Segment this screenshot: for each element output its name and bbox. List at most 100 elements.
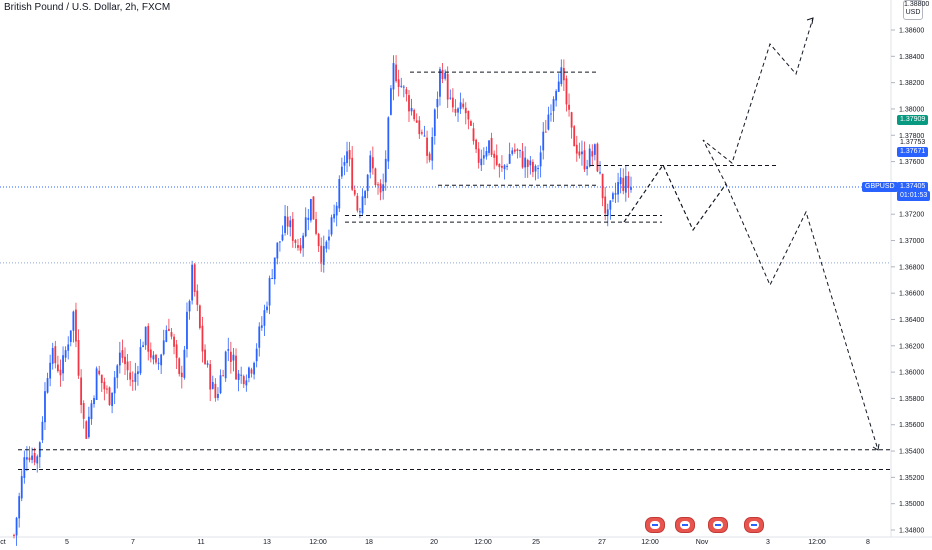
candle-body — [519, 149, 521, 151]
currency-top-label: 1.38800 — [904, 1, 930, 8]
event-flag-icon[interactable] — [708, 517, 728, 533]
candle-body — [312, 196, 315, 220]
candle-body — [193, 264, 196, 292]
candle-body — [428, 153, 431, 161]
candle-body — [175, 344, 178, 358]
candle-body — [281, 234, 284, 241]
price-level-tag-green: 1.37909 — [897, 115, 929, 125]
candle-body — [506, 165, 508, 167]
event-flag-icon[interactable] — [645, 517, 665, 533]
candle-body — [31, 455, 33, 460]
candle-body — [229, 351, 232, 362]
candle-body — [224, 351, 227, 379]
candle-body — [578, 151, 581, 156]
x-tick-label: 13 — [263, 539, 271, 546]
y-tick-label: 1.35400 — [899, 449, 924, 456]
candle-body — [147, 325, 150, 352]
candle-body — [167, 328, 170, 331]
projection-path-2 — [623, 163, 879, 451]
candle-body — [562, 67, 565, 81]
candle-body — [374, 168, 377, 186]
candle-body — [410, 107, 413, 112]
candle-body — [498, 163, 501, 168]
candle-body — [139, 347, 142, 374]
candle-body — [524, 157, 527, 168]
candle-body — [286, 216, 289, 227]
candle-body — [397, 79, 400, 87]
candle-body — [586, 166, 589, 169]
candle-body — [606, 209, 609, 216]
candle-body — [276, 242, 279, 259]
candle-body — [472, 128, 475, 142]
candle-body — [477, 148, 480, 163]
candle-body — [377, 184, 379, 186]
candle-body — [315, 219, 317, 234]
candle-body — [513, 149, 516, 152]
candle-body — [41, 421, 44, 441]
candle-body — [289, 220, 292, 228]
candle-body — [387, 117, 390, 162]
x-tick-label: 12:00 — [309, 539, 327, 546]
candle-body — [235, 355, 237, 380]
candle-body — [309, 199, 312, 221]
y-tick-label: 1.37200 — [899, 212, 924, 219]
candle-body — [369, 155, 372, 173]
candle-body — [330, 217, 333, 235]
candle-body — [255, 348, 258, 362]
candle-body — [526, 159, 529, 167]
y-tick-label: 1.36000 — [899, 370, 924, 377]
candle-body — [534, 166, 537, 172]
candle-body — [555, 90, 558, 101]
candle-body — [619, 177, 622, 185]
candle-body — [137, 371, 139, 375]
candle-body — [449, 97, 452, 99]
currency-selector[interactable]: 1.38800 USD — [903, 0, 930, 20]
current-price-tag: 1.37405 — [897, 182, 929, 192]
candle-body — [67, 344, 70, 351]
x-tick-label: 12:00 — [641, 539, 659, 546]
candle-body — [186, 311, 188, 350]
candle-body — [299, 245, 302, 251]
candle-body — [82, 403, 85, 419]
x-tick-label: ct — [0, 539, 6, 546]
y-tick-label: 1.38600 — [899, 28, 924, 35]
candle-body — [183, 349, 186, 378]
candle-body — [371, 157, 374, 169]
candle-body — [624, 176, 627, 193]
y-tick-label: 1.38200 — [899, 80, 924, 87]
candle-body — [242, 376, 245, 385]
event-flag-icon[interactable] — [744, 517, 764, 533]
price-level-tag-gray: 1.37753 — [897, 138, 929, 148]
candle-body — [537, 168, 539, 170]
candle-body — [405, 89, 408, 95]
candle-body — [333, 214, 336, 219]
x-tick-label: 12:00 — [474, 539, 492, 546]
y-tick-label: 1.35800 — [899, 396, 924, 403]
candle-body — [614, 193, 617, 195]
event-flag-icon[interactable] — [675, 517, 695, 533]
candle-body — [446, 73, 449, 100]
candle-body — [488, 140, 490, 153]
candle-body — [302, 235, 305, 249]
candle-body — [237, 373, 240, 380]
candle-body — [116, 365, 119, 378]
candle-body — [240, 374, 243, 376]
candle-body — [542, 131, 545, 151]
candle-body — [351, 157, 354, 190]
candle-body — [106, 388, 108, 390]
candle-body — [260, 325, 263, 328]
candle-body — [426, 137, 428, 156]
projection-path-1 — [623, 17, 814, 231]
candle-body — [49, 362, 52, 379]
candle-body — [69, 330, 72, 343]
y-tick-label: 1.36800 — [899, 264, 924, 271]
candle-body — [227, 349, 230, 351]
candle-body — [400, 85, 403, 87]
candle-body — [433, 109, 436, 136]
candle-body — [209, 364, 212, 390]
candle-body — [188, 301, 191, 312]
candle-body — [544, 131, 547, 133]
candle-body — [436, 99, 439, 108]
symbol-tag[interactable]: GBPUSD — [862, 182, 898, 192]
